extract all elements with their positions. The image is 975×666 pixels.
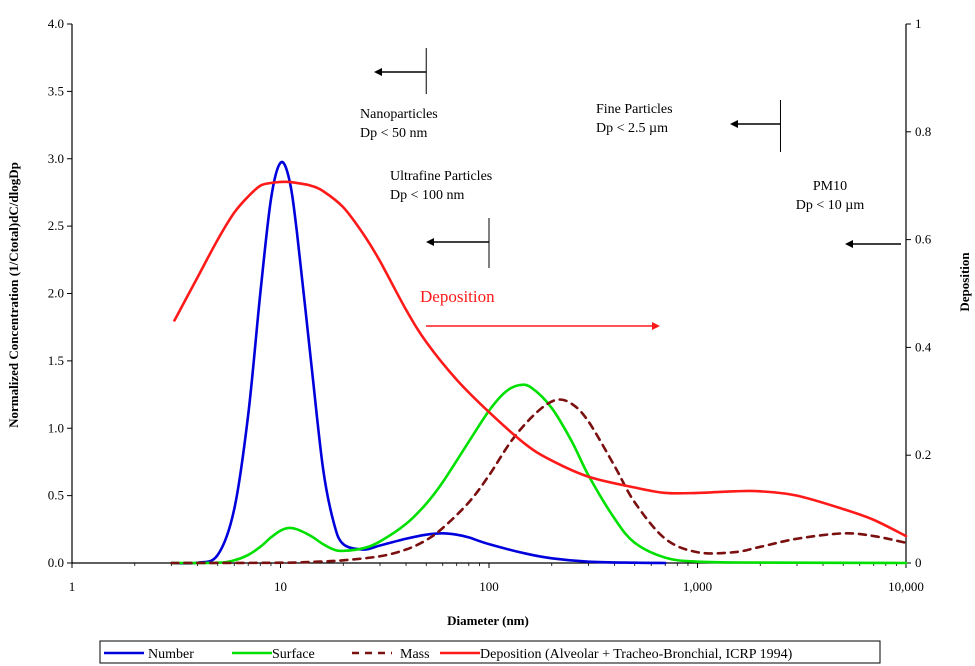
ultrafine-arrow	[426, 238, 489, 246]
pm10-label: PM10 Dp < 10 µm	[796, 179, 865, 213]
series-line-mass	[170, 398, 908, 565]
legend: Number Surface Mass Deposition (Alveolar + …	[99, 640, 881, 664]
y-tick-label: 4.0	[48, 16, 64, 31]
y-tick-label: 3.5	[48, 83, 64, 98]
y-tick-label: 0.0	[48, 555, 64, 570]
y2-tick-label: 0.2	[915, 447, 931, 462]
annotations: Nanoparticles Dp < 50 nm Ultrafine Particl…	[360, 48, 901, 330]
legend-label-deposition: Deposition (Alveolar + Tracheo-Bronchial…	[480, 647, 793, 662]
series-line-surface	[170, 383, 908, 565]
pm10-arrow	[845, 240, 901, 248]
nanoparticles-label: Nanoparticles Dp < 50 nm	[360, 107, 438, 141]
x-tick-label: 1,000	[683, 579, 712, 594]
legend-label-surface: Surface	[272, 647, 315, 662]
y-tick-label: 2.5	[48, 218, 64, 233]
y2-tick-label: 0	[915, 555, 922, 570]
y2-tick-label: 1	[915, 16, 922, 31]
y2-tick-label: 0.8	[915, 124, 931, 139]
y-tick-label: 3.0	[48, 151, 64, 166]
deposition-arrow	[426, 322, 660, 330]
axes: 0.0 0.5 1.0 1.5 2.0 2.5 3.0 3.5 4.0 0 0.2 0.4 0.6 0.8…	[48, 16, 932, 594]
nanoparticles-arrow	[374, 68, 427, 76]
y2-tick-label: 0.6	[915, 232, 932, 247]
y-axis-label: Normalized Concentration (1/Ctotal)dC/dl…	[6, 162, 21, 428]
y-tick-label: 0.5	[48, 488, 64, 503]
x-tick-label: 10,000	[888, 579, 924, 594]
series-line-number	[170, 160, 667, 565]
series-layer	[170, 160, 908, 565]
y2-tick-label: 0.4	[915, 339, 932, 354]
fine-particles-arrow	[730, 120, 781, 128]
deposition-label: Deposition	[420, 287, 495, 306]
y-tick-label: 1.5	[48, 353, 64, 368]
y-tick-label: 1.0	[48, 420, 64, 435]
x-tick-label: 100	[479, 579, 499, 594]
y2-axis-label: Deposition	[957, 252, 972, 312]
x-axis-label: Diameter (nm)	[447, 613, 529, 628]
legend-label-mass: Mass	[400, 647, 430, 662]
legend-box	[99, 640, 881, 664]
fine-particles-label: Fine Particles Dp < 2.5 µm	[596, 102, 673, 136]
series-line-deposition	[173, 180, 908, 538]
ultrafine-label: Ultrafine Particles Dp < 100 nm	[390, 169, 492, 203]
y-tick-label: 2.0	[48, 286, 64, 301]
x-tick-label: 10	[274, 579, 287, 594]
legend-label-number: Number	[148, 647, 194, 662]
x-tick-label: 1	[69, 579, 76, 594]
